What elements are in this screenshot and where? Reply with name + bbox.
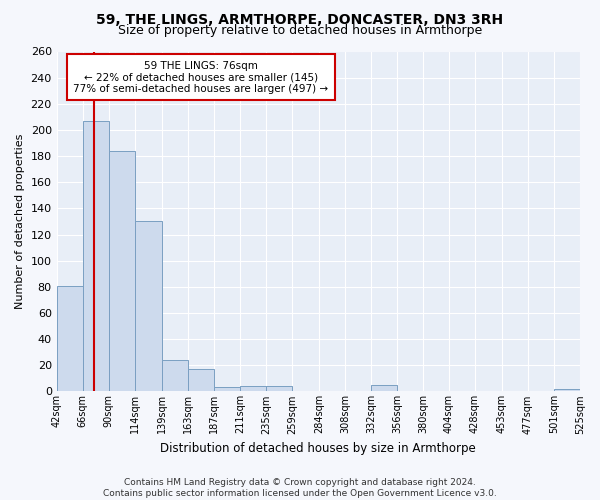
Bar <box>240 386 266 392</box>
Y-axis label: Number of detached properties: Number of detached properties <box>15 134 25 309</box>
X-axis label: Distribution of detached houses by size in Armthorpe: Distribution of detached houses by size … <box>160 442 476 455</box>
Bar <box>162 360 188 392</box>
Bar <box>371 385 397 392</box>
Text: 59, THE LINGS, ARMTHORPE, DONCASTER, DN3 3RH: 59, THE LINGS, ARMTHORPE, DONCASTER, DN3… <box>97 12 503 26</box>
Bar <box>266 386 292 392</box>
Bar <box>56 286 83 392</box>
Text: 59 THE LINGS: 76sqm
← 22% of detached houses are smaller (145)
77% of semi-detac: 59 THE LINGS: 76sqm ← 22% of detached ho… <box>73 60 328 94</box>
Bar <box>188 369 214 392</box>
Bar <box>83 121 109 392</box>
Bar <box>134 222 162 392</box>
Bar <box>214 388 240 392</box>
Text: Contains HM Land Registry data © Crown copyright and database right 2024.
Contai: Contains HM Land Registry data © Crown c… <box>103 478 497 498</box>
Text: Size of property relative to detached houses in Armthorpe: Size of property relative to detached ho… <box>118 24 482 37</box>
Bar <box>554 389 580 392</box>
Bar <box>109 151 134 392</box>
